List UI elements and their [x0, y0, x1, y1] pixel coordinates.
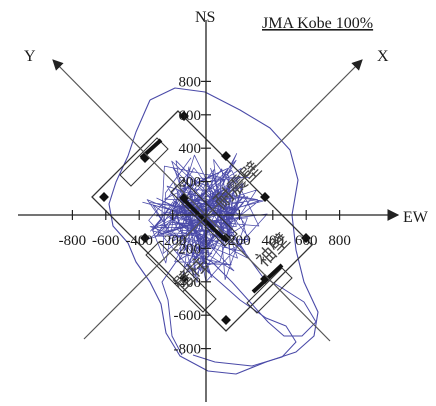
column-marker — [99, 192, 109, 202]
wing-wall-lower — [246, 267, 293, 314]
ew-tick-label: 200 — [228, 233, 251, 249]
orbit-bottom-loop — [192, 269, 297, 367]
ns-tick-label: -400 — [174, 275, 202, 291]
ew-tick-label: -600 — [92, 233, 120, 249]
ns-tick-label: 800 — [179, 74, 202, 90]
column-marker — [260, 274, 270, 284]
axes: -800 -600 -400 -200 200 400 600 800 800 600 400 200… — [18, 20, 400, 402]
column-marker — [221, 233, 231, 243]
wall-column-outline — [145, 241, 217, 313]
y-axis-label: Y — [24, 48, 36, 65]
building-outline — [91, 110, 313, 332]
ns-axis-label: NS — [195, 9, 215, 26]
chart-title: JMA Kobe 100% — [262, 15, 373, 32]
ew-tick-label: 800 — [328, 233, 351, 249]
ew-tick-label: 400 — [262, 233, 285, 249]
y-axis-line — [52, 59, 331, 342]
orbit-lower-loop — [161, 231, 317, 356]
ns-tick-label: -800 — [174, 342, 202, 358]
ns-tick-label: 400 — [179, 141, 202, 157]
ns-tick-label: -200 — [174, 241, 202, 257]
ns-tick-label: 200 — [179, 175, 202, 191]
column-marker — [260, 192, 270, 202]
ew-tick-label: -200 — [159, 233, 187, 249]
wing-wall-label: 袖壁 — [252, 229, 294, 271]
column-marker — [221, 151, 231, 161]
shear-wall-thick — [179, 195, 227, 242]
shear-wall-outline — [170, 179, 238, 247]
x-axis-line — [83, 59, 363, 340]
building-plan — [91, 110, 313, 332]
ew-tick-label: -400 — [125, 233, 153, 249]
x-axis-label: X — [377, 48, 389, 65]
ew-tick-label: 600 — [295, 233, 318, 249]
wing-wall-upper — [119, 137, 169, 187]
ew-axis-label: EW — [403, 209, 429, 226]
column-marker — [179, 111, 189, 121]
column-marker — [140, 233, 150, 243]
ns-tick-label: 600 — [179, 108, 202, 124]
column-marker — [301, 233, 311, 243]
ns-tick-label: -600 — [174, 308, 202, 324]
ew-tick-label: -800 — [59, 233, 87, 249]
column-marker — [221, 315, 231, 325]
column-marker — [179, 273, 189, 283]
column-marker — [140, 153, 150, 163]
